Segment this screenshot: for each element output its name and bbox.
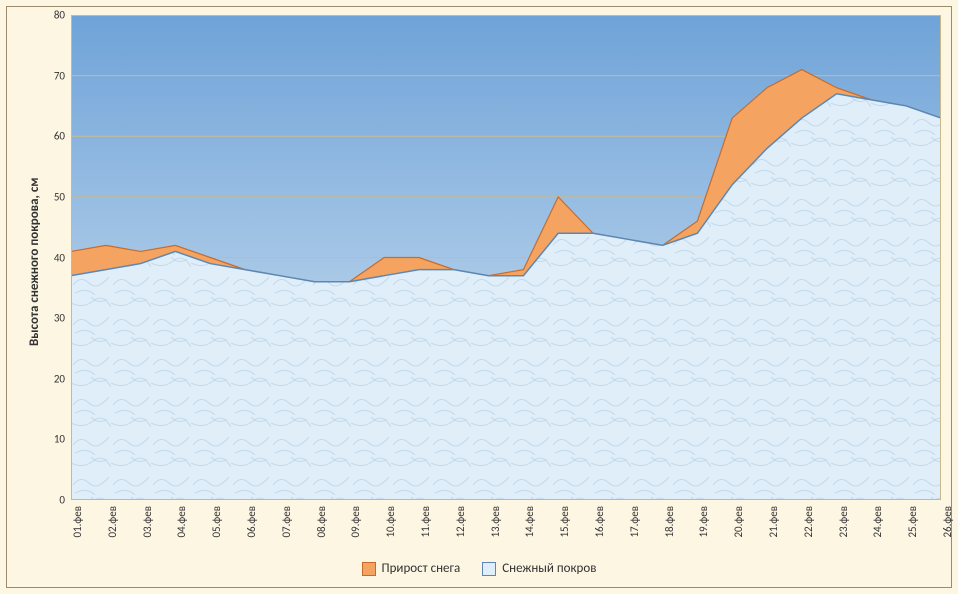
chart-frame: 0 10 20 30 40 50 60 70 80 01.фев 02.фев 03.фев 04.фе… xyxy=(6,6,952,588)
x-tick-label: 05.фев xyxy=(210,506,223,538)
area-chart-svg xyxy=(71,15,941,500)
legend-label-growth: Прирост снега xyxy=(382,561,461,576)
y-tick-label: 40 xyxy=(54,251,65,264)
x-tick-label: 02.фев xyxy=(106,506,119,538)
legend-item-cover: Снежный покров xyxy=(482,561,596,576)
x-tick-label: 25.фев xyxy=(906,506,919,538)
y-tick-label: 10 xyxy=(54,433,65,446)
y-tick-label: 60 xyxy=(54,130,65,143)
legend-label-cover: Снежный покров xyxy=(502,561,596,576)
x-tick-label: 24.фев xyxy=(871,506,884,538)
y-axis-title: Высота снежного покрова, см xyxy=(27,177,42,346)
x-tick-label: 09.фев xyxy=(349,506,362,538)
legend-item-growth: Прирост снега xyxy=(362,561,461,576)
x-tick-label: 06.фев xyxy=(245,506,258,538)
y-tick-label: 30 xyxy=(54,312,65,325)
x-tick-label: 04.фев xyxy=(175,506,188,538)
x-tick-label: 19.фев xyxy=(697,506,710,538)
legend: Прирост снега Снежный покров xyxy=(7,561,951,576)
x-tick-label: 15.фев xyxy=(558,506,571,538)
x-tick-label: 13.фев xyxy=(489,506,502,538)
legend-swatch-growth xyxy=(362,562,376,576)
y-tick-label: 80 xyxy=(54,9,65,22)
legend-swatch-cover xyxy=(482,562,496,576)
x-tick-label: 11.фев xyxy=(419,506,432,538)
chart-container: 0 10 20 30 40 50 60 70 80 01.фев 02.фев 03.фев 04.фе… xyxy=(0,0,958,594)
x-tick-label: 20.фев xyxy=(732,506,745,538)
x-tick-label: 18.фев xyxy=(663,506,676,538)
plot-area: 0102030405060708001.фев02.фев03.фев04.фе… xyxy=(71,15,941,500)
y-tick-label: 50 xyxy=(54,190,65,203)
x-tick-label: 12.фев xyxy=(454,506,467,538)
y-tick-label: 20 xyxy=(54,372,65,385)
x-tick-label: 01.фев xyxy=(71,506,84,538)
y-tick-label: 0 xyxy=(59,494,65,507)
x-tick-label: 21.фев xyxy=(767,506,780,538)
x-tick-label: 26.фев xyxy=(941,506,954,538)
x-tick-label: 08.фев xyxy=(315,506,328,538)
x-tick-label: 16.фев xyxy=(593,506,606,538)
x-tick-label: 23.фев xyxy=(837,506,850,538)
x-tick-label: 07.фев xyxy=(280,506,293,538)
y-tick-label: 70 xyxy=(54,69,65,82)
x-tick-label: 03.фев xyxy=(141,506,154,538)
x-tick-label: 17.фев xyxy=(628,506,641,538)
x-tick-label: 22.фев xyxy=(802,506,815,538)
x-tick-label: 14.фев xyxy=(523,506,536,538)
x-tick-label: 10.фев xyxy=(384,506,397,538)
